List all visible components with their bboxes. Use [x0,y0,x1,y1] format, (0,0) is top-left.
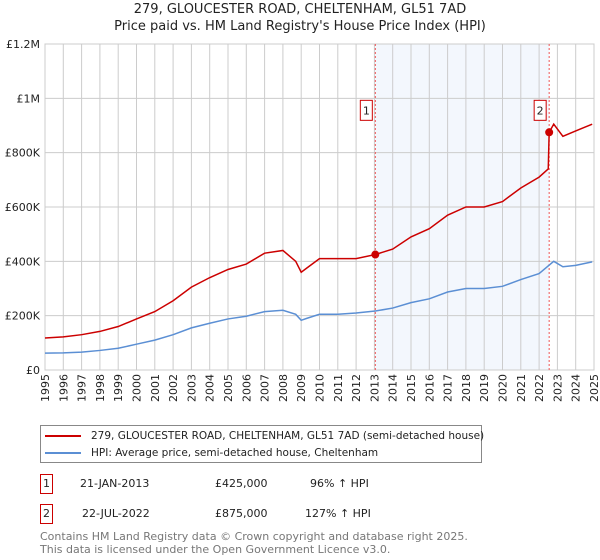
x-tick-label: 2007 [259,374,272,402]
x-tick-label: 2012 [350,374,363,402]
legend: 279, GLOUCESTER ROAD, CHELTENHAM, GL51 7… [40,425,484,463]
legend-item-hpi: HPI: Average price, semi-detached house,… [41,445,378,461]
x-tick-label: 2003 [185,374,198,402]
x-tick-label: 2010 [314,374,327,402]
footer-line: Contains HM Land Registry data © Crown c… [40,530,468,543]
sale-date: 22-JUL-2022 [82,507,150,520]
footer-line: This data is licensed under the Open Gov… [40,543,391,556]
y-tick-label: £400K [5,255,41,268]
legend-label: HPI: Average price, semi-detached house,… [91,447,379,459]
x-tick-label: 2016 [423,374,436,402]
chart-title: 279, GLOUCESTER ROAD, CHELTENHAM, GL51 7… [133,2,467,17]
property-price-line [44,122,593,339]
legend-swatch [45,452,81,454]
x-tick-label: 2023 [551,374,564,402]
y-tick-label: £1.2M [6,38,40,51]
x-tick-label: 2021 [515,374,528,402]
hpi-line [44,260,593,354]
y-tick-label: £200K [5,310,41,323]
y-tick-label: £0 [26,364,40,377]
x-tick-label: 2000 [131,374,144,402]
chart-subtitle: Price paid vs. HM Land Registry's House … [114,19,486,34]
plot-border [44,43,595,371]
x-tick-label: 1995 [39,374,52,402]
sale-badge: 2 [40,504,53,524]
sale-price: £425,000 [215,477,268,490]
sale-badge-label: 1 [363,104,370,117]
legend-label: 279, GLOUCESTER ROAD, CHELTENHAM, GL51 7… [91,430,485,442]
x-tick-label: 2009 [295,374,308,402]
x-tick-label: 2015 [405,374,418,402]
x-tick-label: 2022 [533,374,546,402]
x-tick-label: 2024 [570,374,583,402]
x-tick-label: 1996 [57,374,70,402]
sale-point [371,250,380,259]
sale-badge-label: 2 [537,104,544,117]
x-tick-label: 2019 [478,374,491,402]
sale-badge: 1 [40,474,53,494]
x-tick-label: 2005 [222,374,235,402]
x-tick-label: 2002 [167,374,180,402]
sale-point [545,128,554,137]
x-tick-label: 2006 [240,374,253,402]
x-tick-label: 2017 [442,374,455,402]
x-tick-label: 2018 [460,374,473,402]
x-tick-label: 1999 [112,374,125,402]
x-tick-label: 2025 [588,374,600,402]
footer: Contains HM Land Registry data © Crown c… [40,530,468,556]
x-tick-label: 2004 [204,374,217,402]
x-tick-label: 1997 [76,374,89,402]
x-tick-label: 2008 [277,374,290,402]
x-tick-label: 2020 [497,374,510,402]
sale-badge-box [533,99,547,121]
x-tick-label: 2014 [387,374,400,402]
sale-badge-box [359,99,373,121]
y-tick-label: £800K [5,147,41,160]
y-tick-label: £600K [5,201,41,214]
sale-hpi: 96% ↑ HPI [310,477,369,490]
sale-price: £875,000 [215,507,268,520]
x-tick-label: 2013 [368,374,381,402]
x-tick-label: 1998 [94,374,107,402]
sale-hpi: 127% ↑ HPI [305,507,371,520]
legend-item-property: 279, GLOUCESTER ROAD, CHELTENHAM, GL51 7… [41,428,484,444]
x-tick-label: 2001 [149,374,162,402]
legend-swatch [45,435,81,437]
sale-date: 21-JAN-2013 [80,477,150,490]
x-tick-label: 2011 [332,374,345,402]
y-tick-label: £1M [17,92,41,105]
plot-area: £0 £200K £400K £600K £800K £1M £1.2M 1995 1996 19… [5,38,600,402]
